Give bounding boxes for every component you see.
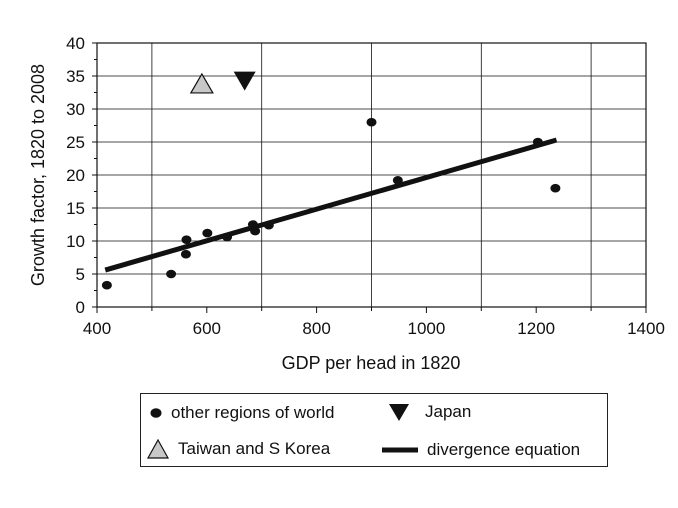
y-tick-label: 0 bbox=[76, 298, 85, 317]
data-point bbox=[202, 228, 213, 238]
y-tick-label: 35 bbox=[66, 67, 85, 86]
y-axis-label: Growth factor, 1820 to 2008 bbox=[28, 64, 48, 286]
x-tick-label: 1000 bbox=[407, 319, 445, 338]
y-tick-label: 15 bbox=[66, 199, 85, 218]
legend: other regions of world Japan Taiwan and … bbox=[140, 393, 608, 467]
legend-label: divergence equation bbox=[427, 440, 581, 459]
triangle-down-icon bbox=[389, 404, 409, 421]
x-axis-ticks: 400 600 800 1000 1200 1400 bbox=[83, 307, 665, 338]
data-point bbox=[366, 117, 377, 127]
legend-item-other-regions: other regions of world bbox=[149, 403, 334, 423]
legend-label: Japan bbox=[425, 402, 472, 421]
grid-lines bbox=[97, 43, 646, 307]
data-point bbox=[222, 232, 233, 242]
data-point bbox=[181, 235, 192, 244]
data-point bbox=[180, 249, 191, 259]
dot-marker-icon bbox=[150, 408, 162, 418]
data-point bbox=[101, 280, 112, 290]
data-point bbox=[532, 137, 543, 147]
x-tick-label: 1200 bbox=[517, 319, 555, 338]
x-axis-label: GDP per head in 1820 bbox=[282, 353, 461, 373]
y-tick-label: 40 bbox=[66, 34, 85, 53]
legend-label: Taiwan and S Korea bbox=[178, 439, 331, 458]
triangle-up-icon bbox=[146, 438, 170, 459]
y-tick-label: 20 bbox=[66, 166, 85, 185]
legend-item-divergence-equation: divergence equation bbox=[381, 440, 580, 460]
legend-label: other regions of world bbox=[171, 403, 335, 422]
x-tick-label: 800 bbox=[302, 319, 330, 338]
y-tick-label: 5 bbox=[76, 265, 85, 284]
legend-item-taiwan-korea: Taiwan and S Korea bbox=[146, 438, 330, 460]
data-point bbox=[247, 220, 258, 229]
x-tick-label: 600 bbox=[193, 319, 221, 338]
data-point bbox=[250, 226, 261, 236]
y-tick-label: 25 bbox=[66, 133, 85, 152]
data-point bbox=[166, 269, 177, 279]
x-tick-label: 400 bbox=[83, 319, 111, 338]
data-point bbox=[550, 183, 561, 193]
scatter-chart: 0 5 10 15 20 25 30 35 40 400 600 800 1000 1200 1400 G… bbox=[28, 34, 665, 373]
x-tick-label: 1400 bbox=[627, 319, 665, 338]
taiwan-korea-point bbox=[189, 72, 214, 94]
y-tick-label: 10 bbox=[66, 232, 85, 251]
data-point bbox=[392, 175, 403, 185]
data-point bbox=[263, 220, 274, 230]
trend-line bbox=[104, 137, 558, 273]
legend-item-japan: Japan bbox=[387, 401, 471, 423]
line-sample-icon bbox=[382, 447, 418, 453]
y-tick-label: 30 bbox=[66, 100, 85, 119]
data-marks bbox=[101, 71, 561, 290]
y-axis-ticks: 0 5 10 15 20 25 30 35 40 bbox=[66, 34, 97, 317]
japan-point bbox=[233, 71, 256, 91]
